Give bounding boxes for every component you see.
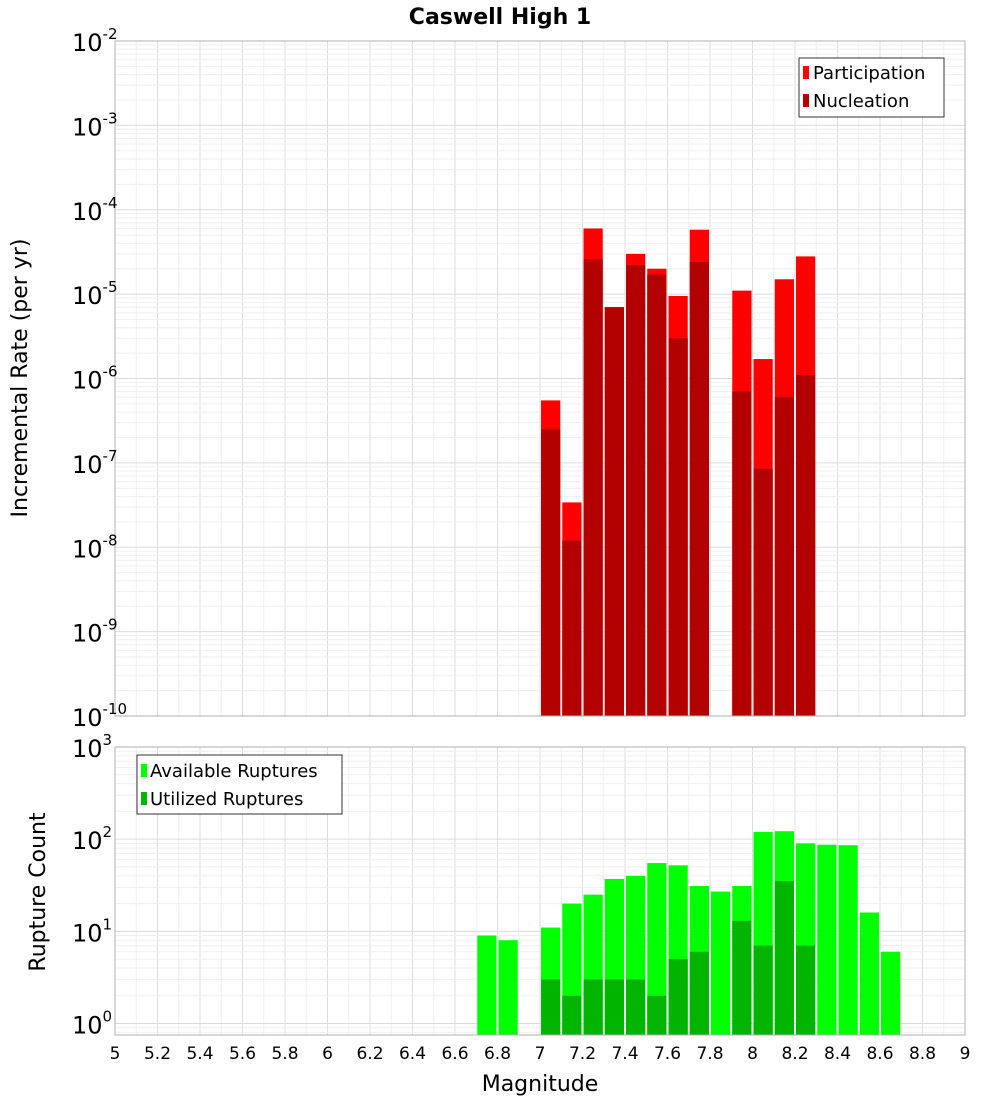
count-y-axis-title: Rupture Count — [26, 812, 51, 972]
count-bar-a — [647, 863, 667, 1035]
rate-y-tick-label: 10-10 — [72, 700, 127, 732]
x-tick-label: 8.8 — [909, 1044, 936, 1064]
count-bar-a — [498, 940, 518, 1035]
participation-legend-label: Participation — [813, 63, 925, 84]
count-bar-b — [668, 959, 688, 1035]
rate-y-tick-label: 10-4 — [72, 194, 118, 226]
rate-bar-b — [774, 397, 794, 716]
x-axis-title: Magnitude — [482, 1072, 599, 1097]
count-bar-b — [604, 979, 624, 1035]
count-bar-b — [626, 979, 646, 1035]
count-bar-b — [774, 881, 794, 1035]
x-axis-ticks: 5 5.2 5.4 5.6 5.8 6 6.2 6.4 6.6 6.8 7 7.2 7.4 7.6 7.8 8… — [110, 1044, 971, 1064]
count-y-tick-label: 100 — [72, 1007, 112, 1039]
rate-bar-b — [626, 265, 646, 716]
count-bar-b — [583, 979, 603, 1035]
x-tick-label: 5.6 — [229, 1044, 256, 1064]
count-bar-b — [753, 945, 773, 1035]
x-tick-label: 9 — [960, 1044, 971, 1064]
count-bar-b — [647, 995, 667, 1035]
x-tick-label: 6.8 — [484, 1044, 511, 1064]
count-bar-b — [689, 951, 709, 1035]
x-tick-label: 6.4 — [399, 1044, 426, 1064]
rate-y-tick-label: 10-8 — [72, 531, 118, 563]
participation-legend-swatch — [803, 66, 809, 79]
rate-y-tick-label: 10-3 — [72, 109, 118, 141]
count-bar-a — [859, 912, 879, 1035]
utilized-legend-label: Utilized Ruptures — [150, 789, 303, 810]
rate-legend-box — [798, 57, 945, 118]
count-bar-a — [711, 891, 731, 1035]
x-tick-label: 6.6 — [441, 1044, 468, 1064]
count-plot-grid — [114, 746, 966, 1035]
rate-y-tick-label: 10-2 — [72, 25, 118, 57]
x-tick-label: 7.2 — [569, 1044, 596, 1064]
rate-bar-b — [689, 262, 709, 716]
x-tick-label: 6 — [322, 1044, 333, 1064]
rate-bar-b — [732, 391, 752, 716]
x-tick-label: 5.2 — [144, 1044, 171, 1064]
count-bar-b — [541, 979, 561, 1035]
count-plot-frame — [114, 746, 966, 1036]
rate-plot-bars — [541, 228, 816, 717]
count-plot-bars — [477, 831, 901, 1035]
rate-bar-b — [583, 259, 603, 716]
rate-bar-b — [753, 468, 773, 716]
x-tick-label: 7.6 — [654, 1044, 681, 1064]
count-y-tick-label: 102 — [72, 823, 112, 855]
rate-y-tick-label: 10-6 — [72, 363, 118, 395]
count-bar-a — [817, 844, 837, 1035]
x-tick-label: 8.2 — [781, 1044, 808, 1064]
nucleation-legend-swatch — [803, 94, 809, 107]
rate-plot-grid — [114, 40, 966, 717]
count-y-tick-label: 101 — [72, 915, 112, 947]
x-tick-label: 7 — [535, 1044, 546, 1064]
x-tick-label: 5.4 — [186, 1044, 213, 1064]
x-tick-label: 5.8 — [271, 1044, 298, 1064]
count-y-tick-label: 103 — [72, 731, 112, 763]
x-tick-label: 7.8 — [696, 1044, 723, 1064]
rate-y-tick-label: 10-5 — [72, 278, 118, 310]
count-bar-a — [881, 951, 901, 1035]
rate-plot-y-ticks: 10-10 10-9 10-8 10-7 10-6 10-5 10-4 10-3 10-2 — [72, 25, 127, 732]
count-bar-b — [796, 945, 816, 1035]
rate-bar-b — [668, 338, 688, 716]
rate-legend: Participation Nucleation — [798, 57, 945, 118]
available-legend-label: Available Ruptures — [150, 761, 318, 782]
rate-plot-frame — [114, 40, 966, 717]
rate-y-tick-label: 10-9 — [72, 616, 118, 648]
nucleation-legend-label: Nucleation — [813, 91, 909, 112]
rate-y-tick-label: 10-7 — [72, 447, 118, 479]
rate-bar-b — [562, 540, 582, 716]
rate-bar-b — [604, 307, 624, 716]
rate-bar-b — [796, 375, 816, 716]
x-tick-label: 6.2 — [356, 1044, 383, 1064]
count-bar-b — [562, 995, 582, 1035]
rate-bar-b — [647, 274, 667, 716]
x-tick-label: 8.4 — [824, 1044, 851, 1064]
rate-y-axis-title: Incremental Rate (per yr) — [8, 239, 33, 518]
x-tick-label: 7.4 — [611, 1044, 638, 1064]
x-tick-label: 8 — [747, 1044, 758, 1064]
count-plot-y-ticks: 100 101 102 103 — [72, 731, 112, 1039]
rupture-legend-box — [136, 754, 343, 815]
rate-bar-b — [541, 429, 561, 716]
count-bar-a — [477, 935, 497, 1035]
x-tick-label: 8.6 — [866, 1044, 893, 1064]
available-legend-swatch — [141, 764, 147, 777]
x-tick-label: 5 — [110, 1044, 121, 1064]
rupture-legend: Available Ruptures Utilized Ruptures — [136, 754, 343, 815]
utilized-legend-swatch — [141, 792, 147, 805]
count-bar-a — [838, 845, 858, 1035]
count-bar-b — [732, 920, 752, 1035]
chart-title: Caswell High 1 — [409, 5, 591, 30]
